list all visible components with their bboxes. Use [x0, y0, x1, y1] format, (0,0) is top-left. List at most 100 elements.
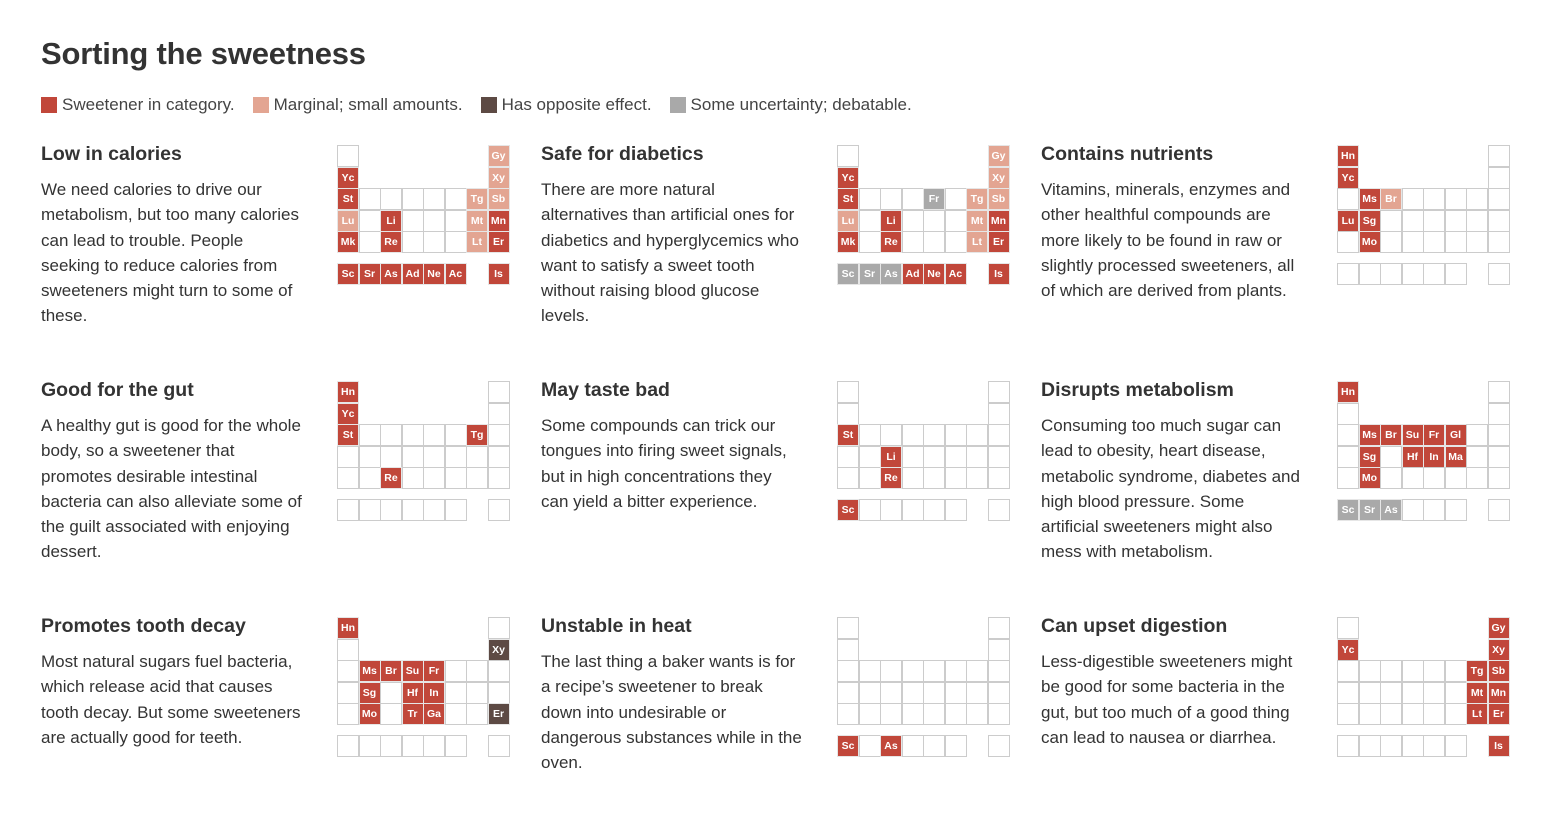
sweetener-cell-tg-marginal: Tg	[966, 188, 988, 210]
empty-cell	[444, 209, 467, 232]
empty-cell	[466, 467, 488, 489]
sweetener-cell-mn-in: Mn	[487, 209, 510, 232]
sweetener-cell-is-in: Is	[987, 262, 1010, 285]
sweetener-grid: Hn Xy Ms Br Su Fr Sg Hf In Mo Tr Ga Er	[337, 617, 511, 759]
empty-cell	[423, 445, 445, 468]
legend-item-marginal: Marginal; small amounts.	[252, 95, 463, 115]
sweetener-cell-su-in: Su	[401, 660, 424, 682]
empty-cell	[944, 445, 967, 468]
sweetener-cell-ac-in: Ac	[944, 262, 967, 285]
empty-cell	[358, 467, 381, 489]
empty-cell	[1401, 231, 1424, 253]
panel-promotes-tooth-decay: Promotes tooth decay Most natural sugars…	[41, 615, 511, 835]
sweetener-cell-hn-in: Hn	[1337, 145, 1359, 167]
empty-cell	[880, 188, 902, 210]
sweetener-cell-re-in: Re	[880, 467, 902, 489]
empty-cell	[1337, 681, 1359, 704]
sweetener-cell-br-in: Br	[380, 660, 402, 682]
empty-cell	[444, 467, 467, 489]
sweetener-cell-tg-in: Tg	[1466, 660, 1488, 682]
sweetener-cell-hn-in: Hn	[337, 381, 359, 403]
empty-cell	[837, 681, 859, 704]
empty-cell	[858, 445, 881, 468]
sweetener-cell-yc-in: Yc	[1337, 638, 1359, 661]
sweetener-cell-ne-in: Ne	[423, 262, 445, 285]
sweetener-cell-ms-in: Ms	[358, 660, 381, 682]
empty-cell	[1358, 734, 1381, 757]
empty-cell	[837, 445, 859, 468]
empty-cell	[880, 424, 902, 446]
empty-cell	[944, 681, 967, 704]
empty-cell	[423, 209, 445, 232]
empty-cell	[1444, 703, 1467, 725]
empty-cell	[1358, 262, 1381, 285]
sweetener-cell-li-in: Li	[880, 209, 902, 232]
empty-cell	[487, 402, 510, 425]
empty-cell	[858, 660, 881, 682]
empty-cell	[944, 231, 967, 253]
sweetener-cell-sb-in: Sb	[1487, 660, 1510, 682]
sweetener-cell-re-in: Re	[880, 231, 902, 253]
panel-description: Less-digestible sweeteners might be good…	[1041, 652, 1293, 747]
sweetener-cell-ne-in: Ne	[923, 262, 945, 285]
empty-cell	[901, 231, 924, 253]
sweetener-grid: Hn Yc St Tg Re	[337, 381, 511, 523]
sweetener-cell-is-in: Is	[487, 262, 510, 285]
empty-cell	[858, 703, 881, 725]
empty-cell	[1444, 188, 1467, 210]
sweetener-cell-xy-marginal: Xy	[987, 166, 1010, 189]
sweetener-cell-sr-uncertain: Sr	[1358, 498, 1381, 521]
empty-cell	[337, 467, 359, 489]
empty-cell	[1337, 188, 1359, 210]
empty-cell	[1423, 231, 1445, 253]
sweetener-cell-tg-marginal: Tg	[466, 188, 488, 210]
sweetener-cell-sc-in: Sc	[837, 498, 859, 521]
sweetener-cell-br-marginal: Br	[1380, 188, 1402, 210]
empty-cell	[1444, 498, 1467, 521]
empty-cell	[358, 209, 381, 232]
empty-cell	[380, 681, 402, 704]
empty-cell	[1487, 262, 1510, 285]
panel-title: Promotes tooth decay	[41, 615, 246, 637]
empty-cell	[944, 209, 967, 232]
empty-cell	[423, 498, 445, 521]
empty-cell	[901, 424, 924, 446]
legend-item-uncertain: Some uncertainty; debatable.	[669, 95, 912, 115]
sweetener-cell-st-in: St	[837, 424, 859, 446]
empty-cell	[987, 402, 1010, 425]
empty-cell	[858, 424, 881, 446]
sweetener-cell-mo-in: Mo	[1358, 467, 1381, 489]
empty-cell	[923, 703, 945, 725]
sweetener-cell-sc-uncertain: Sc	[837, 262, 859, 285]
empty-cell	[923, 231, 945, 253]
empty-cell	[923, 498, 945, 521]
empty-cell	[987, 381, 1010, 403]
legend-label: Some uncertainty; debatable.	[690, 95, 912, 114]
empty-cell	[1401, 209, 1424, 232]
sweetener-cell-ms-in: Ms	[1358, 424, 1381, 446]
sweetener-cell-st-in: St	[337, 424, 359, 446]
empty-cell	[858, 681, 881, 704]
empty-cell	[1423, 681, 1445, 704]
empty-cell	[444, 231, 467, 253]
empty-cell	[966, 445, 988, 468]
empty-cell	[401, 188, 424, 210]
page-title: Sorting the sweetness	[41, 36, 366, 71]
empty-cell	[401, 467, 424, 489]
sweetener-cell-sb-marginal: Sb	[487, 188, 510, 210]
empty-cell	[858, 231, 881, 253]
sweetener-cell-sr-in: Sr	[358, 262, 381, 285]
sweetener-cell-as-uncertain: As	[880, 262, 902, 285]
empty-cell	[1401, 262, 1424, 285]
legend: Sweetener in category. Marginal; small a…	[41, 95, 912, 115]
empty-cell	[987, 660, 1010, 682]
legend-swatch	[41, 97, 57, 113]
empty-cell	[466, 445, 488, 468]
empty-cell	[444, 660, 467, 682]
sweetener-cell-er-in: Er	[987, 231, 1010, 253]
empty-cell	[1444, 681, 1467, 704]
sweetener-cell-as-in: As	[880, 734, 902, 757]
empty-cell	[444, 424, 467, 446]
panel-disrupts-metabolism: Disrupts metabolism Consuming too much s…	[1041, 379, 1511, 599]
empty-cell	[944, 188, 967, 210]
